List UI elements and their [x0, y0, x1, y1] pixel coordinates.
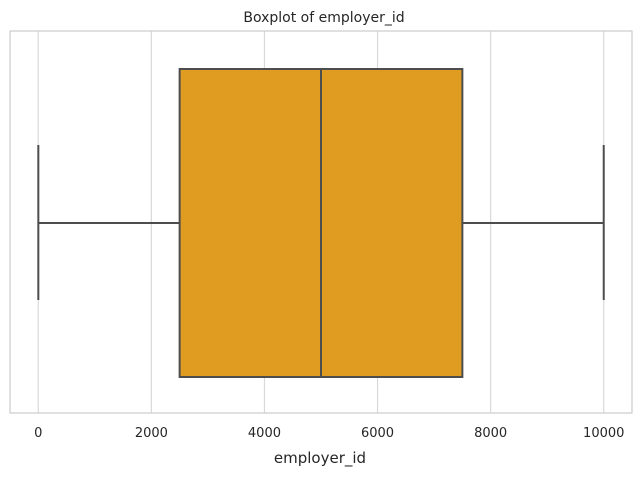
- boxplot-series: [37, 68, 605, 378]
- chart-title: Boxplot of employer_id: [243, 10, 404, 26]
- x-tick-label: 0: [34, 426, 42, 441]
- x-tick-label: 6000: [361, 426, 394, 441]
- x-tick-label: 8000: [474, 426, 507, 441]
- x-tick-label: 2000: [135, 426, 168, 441]
- x-tick-label: 4000: [248, 426, 281, 441]
- x-tick-label: 10000: [583, 426, 624, 441]
- plot-frame: [9, 30, 633, 414]
- x-axis-label: employer_id: [274, 449, 366, 468]
- x-axis-ticks: 0 2000 4000 6000 8000 10000: [34, 426, 624, 441]
